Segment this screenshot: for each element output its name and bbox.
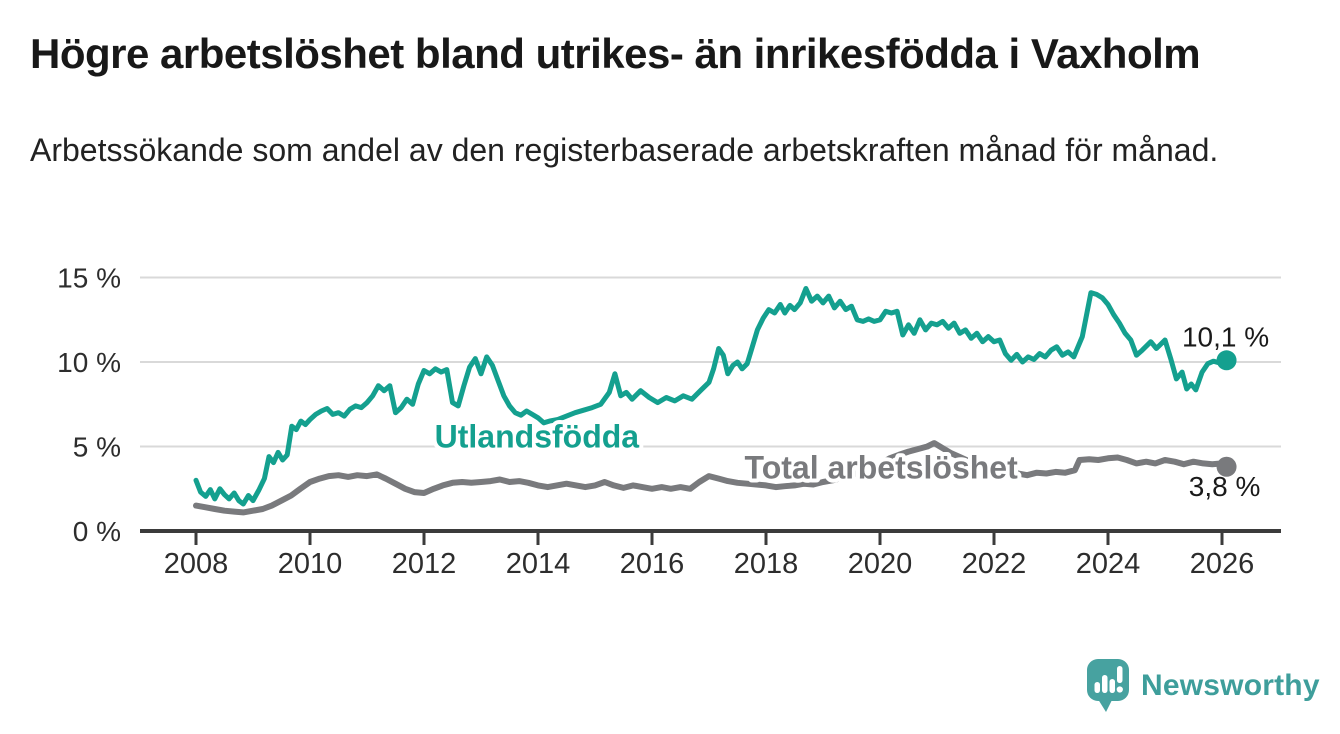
y-axis-label: 0 %: [73, 516, 121, 547]
newsworthy-logo-icon: [1087, 659, 1129, 712]
page-title: Högre arbetslöshet bland utrikes- än inr…: [30, 30, 1201, 77]
x-axis-label: 2024: [1076, 548, 1141, 580]
series-line-total: [193, 440, 1230, 516]
x-axis-label: 2014: [506, 548, 571, 580]
x-axis-label: 2012: [392, 548, 457, 580]
x-axis-label: 2010: [278, 548, 343, 580]
x-axis-label: 2018: [734, 548, 799, 580]
series-end-dot: [1216, 350, 1237, 371]
x-axis-label: 2020: [848, 548, 913, 580]
series-label: Utlandsfödda: [435, 418, 640, 454]
y-axis-label: 5 %: [73, 432, 121, 463]
newsworthy-logo-text: Newsworthy: [1141, 669, 1320, 702]
newsworthy-logo: Newsworthy: [1086, 658, 1320, 714]
x-axis-label: 2008: [164, 548, 229, 580]
series-end-value-label: 10,1 %: [1182, 321, 1269, 352]
y-axis-label: 10 %: [57, 347, 121, 378]
series-end-value-label: 3,8 %: [1189, 471, 1261, 502]
series-label: Total arbetslöshet: [745, 450, 1019, 486]
x-axis-label: 2026: [1190, 548, 1255, 580]
series-end-dot: [1216, 456, 1237, 477]
chart-subtitle: Arbetssökande som andel av den registerb…: [30, 132, 1219, 168]
x-axis-label: 2022: [962, 548, 1027, 580]
series-line-utlandsfodda: [193, 286, 1230, 507]
y-axis-label: 15 %: [57, 263, 121, 294]
x-axis-label: 2016: [620, 548, 685, 580]
